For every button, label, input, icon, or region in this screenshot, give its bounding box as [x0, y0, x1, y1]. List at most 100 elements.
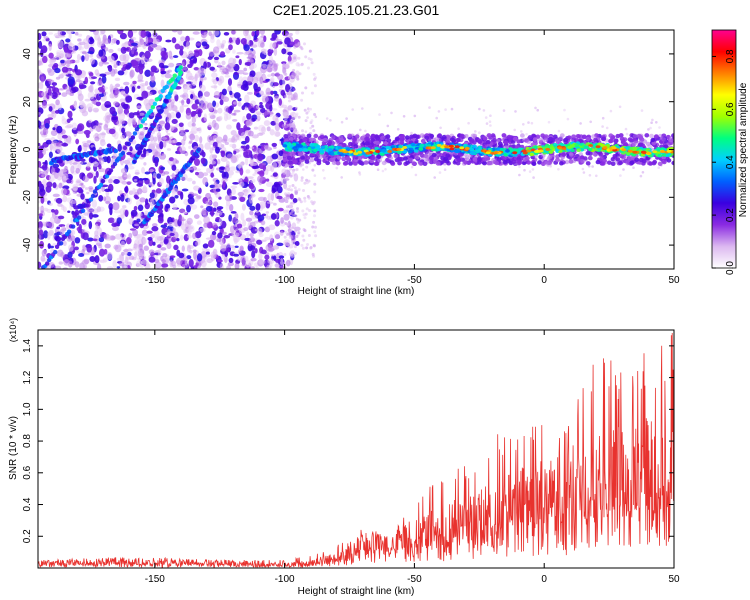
heatmap-cell [381, 169, 385, 173]
heatmap-cell [38, 151, 44, 159]
heatmap-cell [305, 181, 309, 185]
heatmap-cell [45, 221, 49, 225]
heatmap-cell [259, 76, 264, 85]
heatmap-cell [98, 164, 102, 170]
heatmap-cell [121, 67, 127, 72]
heatmap-cell [272, 90, 278, 95]
heatmap-cell [228, 37, 233, 43]
heatmap-cell [38, 54, 41, 57]
heatmap-cell [295, 112, 299, 116]
heatmap-cell [152, 177, 156, 185]
heatmap-cell [189, 90, 195, 93]
heatmap-cell [490, 133, 496, 138]
heatmap-cell [218, 217, 223, 226]
heatmap-cell [77, 38, 82, 42]
heatmap-cell [384, 168, 387, 171]
heatmap-cell [237, 97, 242, 102]
heatmap-cell [164, 84, 169, 90]
heatmap-cell [108, 48, 114, 53]
heatmap-cell [190, 111, 197, 117]
heatmap-cell [87, 91, 95, 100]
heatmap-cell [38, 104, 41, 108]
heatmap-cell [244, 106, 248, 111]
heatmap-cell [293, 159, 298, 165]
heatmap-cell [220, 244, 227, 252]
heatmap-cell [281, 48, 287, 55]
heatmap-cell [103, 234, 108, 240]
heatmap-cell [123, 265, 128, 268]
heatmap-cell [93, 120, 99, 127]
heatmap-cell [274, 219, 280, 227]
heatmap-cell [162, 252, 168, 258]
heatmap-cell [54, 67, 61, 74]
heatmap-cell [272, 161, 278, 169]
heatmap-cell [295, 97, 299, 101]
heatmap-cell [141, 90, 149, 99]
heatmap-cell [265, 211, 270, 214]
heatmap-cell [306, 133, 312, 138]
heatmap-cell [68, 244, 74, 252]
heatmap-cell [228, 214, 233, 222]
heatmap-cell [311, 124, 315, 128]
heatmap-cell [118, 190, 123, 195]
heatmap-cell [176, 176, 181, 182]
heatmap-cell [295, 30, 300, 35]
heatmap-cell [127, 197, 133, 205]
heatmap-cell [118, 254, 123, 260]
heatmap-cell [671, 160, 674, 166]
heatmap-cell [202, 213, 208, 218]
heatmap-cell [192, 232, 197, 240]
heatmap-cell [55, 197, 63, 204]
heatmap-cell [245, 144, 250, 150]
heatmap-cell [314, 234, 318, 238]
heatmap-cell [201, 247, 208, 252]
heatmap-cell [275, 258, 281, 263]
heatmap-cell [632, 166, 635, 169]
heatmap-cell [278, 98, 283, 106]
heatmap-cell [70, 235, 76, 242]
heatmap-cell [259, 90, 264, 96]
heatmap-cell [525, 156, 530, 161]
heatmap-cell [195, 171, 199, 176]
heatmap-cell [233, 253, 240, 257]
heatmap-cell [169, 255, 176, 259]
heatmap-cell [257, 214, 265, 222]
heatmap-cell [193, 185, 200, 191]
heatmap-cell [86, 244, 93, 253]
heatmap-cell [104, 71, 111, 75]
heatmap-cell [125, 64, 131, 70]
heatmap-cell [260, 220, 266, 226]
heatmap-cell [564, 159, 570, 165]
heatmap-cell [76, 53, 81, 61]
heatmap-cell [205, 237, 213, 240]
heatmap-cell [90, 193, 96, 199]
heatmap-cell [91, 214, 99, 218]
heatmap-cell [48, 202, 53, 206]
heatmap-cell [41, 163, 48, 171]
heatmap-cell [38, 229, 44, 236]
heatmap-cell [171, 164, 177, 171]
heatmap-cell [168, 221, 176, 228]
heatmap-cell [223, 234, 231, 239]
heatmap-cell [514, 110, 517, 113]
heatmap-cell [289, 174, 293, 178]
heatmap-cell [50, 167, 56, 176]
heatmap-cell [38, 261, 42, 269]
heatmap-cell [86, 161, 92, 167]
heatmap-cell [117, 106, 123, 115]
heatmap-cell [216, 39, 221, 47]
heatmap-cell [108, 128, 116, 135]
heatmap-cell [313, 209, 317, 213]
heatmap-cell [558, 136, 564, 141]
spectrogram-heatmap [38, 30, 674, 269]
heatmap-cell [638, 142, 643, 147]
heatmap-cell [114, 77, 121, 82]
heatmap-cell [179, 105, 184, 113]
heatmap-cell [619, 174, 622, 177]
heatmap-cell [139, 243, 144, 248]
heatmap-cell [123, 81, 130, 86]
heatmap-cell [78, 41, 86, 46]
heatmap-cell [561, 152, 567, 157]
heatmap-cell [61, 187, 67, 196]
heatmap-cell [516, 139, 522, 144]
